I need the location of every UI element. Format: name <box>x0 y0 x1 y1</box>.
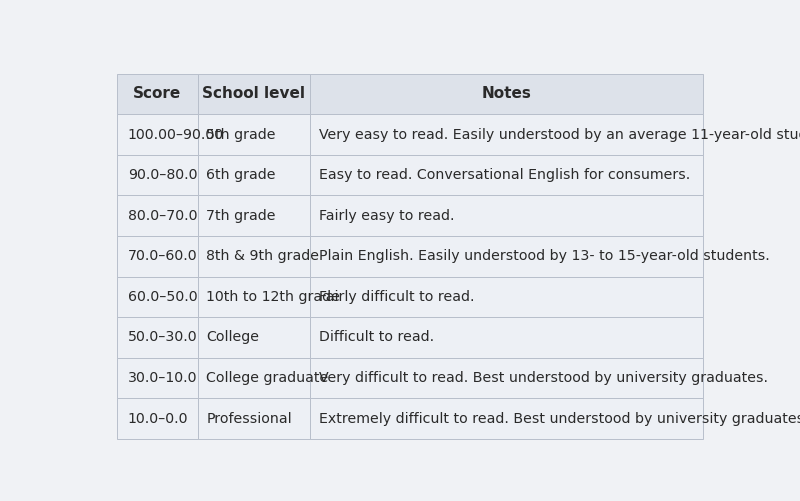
Bar <box>198 114 310 155</box>
Text: College: College <box>206 331 259 345</box>
Bar <box>117 277 198 317</box>
Text: 10.0–0.0: 10.0–0.0 <box>128 412 189 426</box>
Bar <box>310 114 703 155</box>
Bar <box>198 155 310 195</box>
Text: 30.0–10.0: 30.0–10.0 <box>128 371 198 385</box>
Text: 100.00–90.00: 100.00–90.00 <box>128 128 224 141</box>
Bar <box>198 74 310 114</box>
Bar <box>198 195 310 236</box>
Bar <box>117 155 198 195</box>
Text: 90.0–80.0: 90.0–80.0 <box>128 168 198 182</box>
Text: Extremely difficult to read. Best understood by university graduates.: Extremely difficult to read. Best unders… <box>319 412 800 426</box>
Text: 80.0–70.0: 80.0–70.0 <box>128 209 198 222</box>
Bar <box>198 358 310 398</box>
Bar <box>310 74 703 114</box>
Text: Fairly difficult to read.: Fairly difficult to read. <box>319 290 474 304</box>
Text: 5th grade: 5th grade <box>206 128 276 141</box>
Text: Notes: Notes <box>482 86 532 101</box>
Text: Professional: Professional <box>206 412 292 426</box>
Bar <box>198 277 310 317</box>
Bar <box>310 155 703 195</box>
Text: 6th grade: 6th grade <box>206 168 276 182</box>
Text: Very easy to read. Easily understood by an average 11-year-old student.: Very easy to read. Easily understood by … <box>319 128 800 141</box>
Text: School level: School level <box>202 86 306 101</box>
Bar <box>310 236 703 277</box>
Bar <box>117 358 198 398</box>
Bar <box>117 317 198 358</box>
Bar <box>117 114 198 155</box>
Text: 60.0–50.0: 60.0–50.0 <box>128 290 198 304</box>
Text: Score: Score <box>133 86 182 101</box>
Text: Fairly easy to read.: Fairly easy to read. <box>319 209 454 222</box>
Text: 50.0–30.0: 50.0–30.0 <box>128 331 198 345</box>
Bar <box>198 398 310 439</box>
Bar <box>198 236 310 277</box>
Text: Difficult to read.: Difficult to read. <box>319 331 434 345</box>
Bar <box>198 317 310 358</box>
Bar <box>117 398 198 439</box>
Text: Plain English. Easily understood by 13- to 15-year-old students.: Plain English. Easily understood by 13- … <box>319 249 770 264</box>
Text: 7th grade: 7th grade <box>206 209 276 222</box>
Text: Easy to read. Conversational English for consumers.: Easy to read. Conversational English for… <box>319 168 690 182</box>
Text: 70.0–60.0: 70.0–60.0 <box>128 249 198 264</box>
Bar <box>310 195 703 236</box>
Text: 10th to 12th grade: 10th to 12th grade <box>206 290 340 304</box>
Bar <box>310 398 703 439</box>
Text: Very difficult to read. Best understood by university graduates.: Very difficult to read. Best understood … <box>319 371 768 385</box>
Text: College graduate: College graduate <box>206 371 329 385</box>
Bar <box>310 358 703 398</box>
Bar <box>117 236 198 277</box>
Bar <box>310 317 703 358</box>
Text: 8th & 9th grade: 8th & 9th grade <box>206 249 319 264</box>
Bar <box>310 277 703 317</box>
Bar <box>117 74 198 114</box>
Bar <box>117 195 198 236</box>
